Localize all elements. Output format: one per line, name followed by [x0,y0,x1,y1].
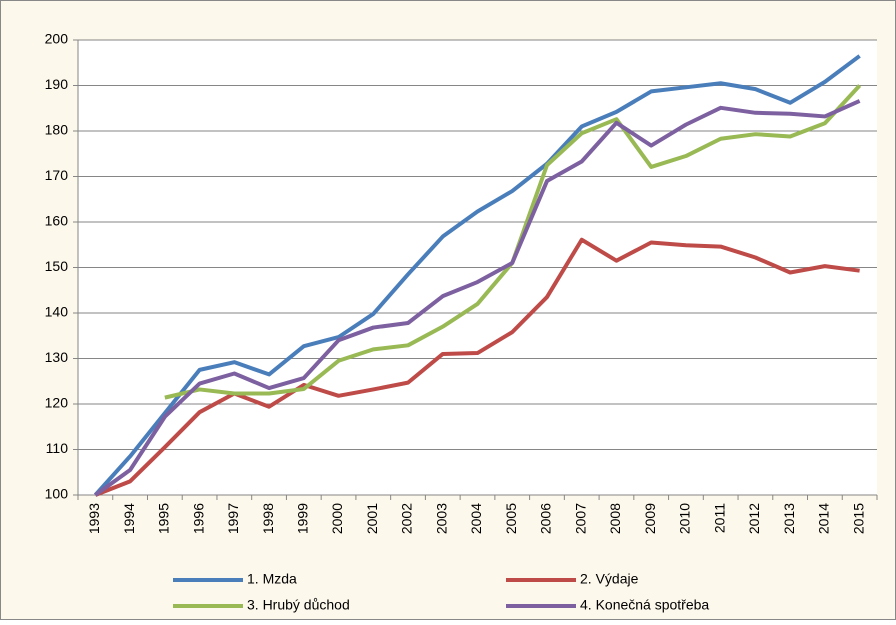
x-tick-label: 2005 [503,503,519,534]
series-line [94,99,861,497]
legend-label: 3. Hrubý důchod [247,597,350,613]
x-tick-label: 2004 [468,503,484,534]
x-tick-label: 2000 [329,503,345,534]
y-tick-label: 170 [45,167,69,183]
series-line [94,237,860,497]
y-tick-label: 140 [45,304,69,320]
x-tick-label: 1993 [86,503,102,534]
x-tick-label: 1995 [156,503,172,534]
x-tick-label: 2003 [433,503,449,534]
series-line [93,54,861,497]
y-tick-label: 190 [45,76,69,92]
x-tick-label: 1994 [121,503,137,534]
x-tick-label: 2010 [677,503,693,534]
x-tick-label: 2006 [538,503,554,534]
y-tick-label: 110 [46,440,69,456]
y-tick-label: 200 [45,31,69,47]
x-tick-label: 1998 [260,503,276,534]
x-tick-label: 1997 [225,503,241,534]
x-tick-label: 2002 [399,503,415,534]
x-tick-label: 2011 [711,503,727,533]
legend-label: 1. Mzda [247,571,297,587]
x-tick-label: 1996 [190,503,206,534]
x-tick-label: 2008 [607,503,623,534]
y-tick-label: 100 [45,486,69,502]
x-tick-label: 2014 [816,503,832,534]
legend-label: 2. Výdaje [580,571,639,587]
x-tick-label: 2009 [642,503,658,534]
x-tick-label: 2001 [364,503,380,534]
y-tick-label: 130 [45,349,69,365]
y-tick-label: 120 [45,395,69,411]
x-tick-label: 1999 [295,503,311,534]
y-tick-label: 150 [45,258,69,274]
x-tick-label: 2007 [572,503,588,534]
x-tick-label: 2012 [746,503,762,534]
legend-label: 4. Konečná spotřeba [580,597,709,613]
x-tick-label: 2013 [781,503,797,534]
x-tick-label: 2015 [850,503,866,534]
y-tick-label: 160 [45,213,69,229]
y-tick-label: 180 [45,122,69,138]
